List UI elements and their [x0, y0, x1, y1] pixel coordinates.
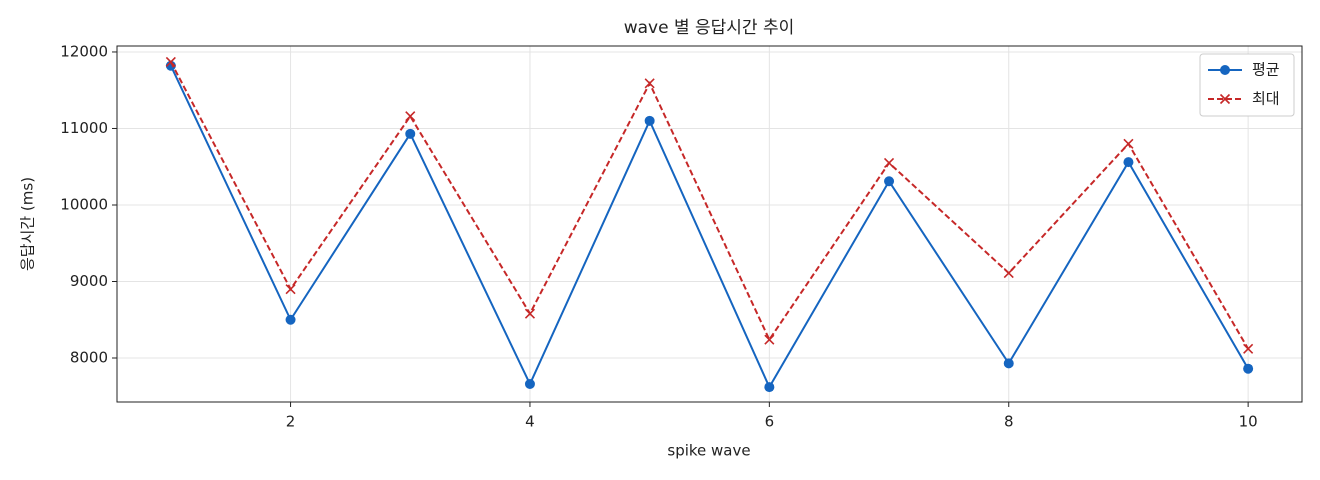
legend-label: 최대: [1252, 90, 1280, 108]
x-tick-label: 6: [765, 413, 775, 431]
marker: [644, 115, 655, 126]
marker: [1219, 93, 1231, 105]
marker: [1003, 358, 1014, 369]
marker: [405, 128, 416, 139]
marker: [644, 78, 655, 89]
marker: [884, 176, 895, 187]
marker: [883, 157, 895, 168]
x-tick-label: 8: [1004, 413, 1014, 431]
marker: [405, 111, 416, 122]
line: [169, 65, 1250, 390]
y-tick-label: 10000: [60, 195, 108, 213]
y-axis-label: 응답시간 (ms): [19, 177, 37, 271]
chart-title: wave 별 응답시간 추이: [624, 18, 795, 38]
legend-box: [1199, 53, 1295, 117]
x-axis-label: spike wave: [667, 442, 750, 460]
x-tick-label: 10: [1239, 413, 1258, 431]
x-tick-label: 2: [286, 413, 296, 431]
marker: [165, 60, 176, 71]
legend-label: 평균: [1252, 61, 1280, 79]
marker: [764, 382, 775, 393]
marker: [1003, 268, 1014, 279]
data-layer: [165, 56, 1254, 393]
x-tick-label: 4: [525, 413, 535, 431]
y-tick-label: 8000: [70, 349, 108, 367]
marker: [1123, 157, 1134, 168]
marker: [165, 56, 176, 67]
line: [169, 61, 1250, 350]
marker: [1123, 138, 1134, 149]
marker: [524, 308, 536, 319]
marker: [1243, 343, 1254, 354]
y-tick-label: 11000: [60, 119, 108, 137]
plot-frame: [116, 45, 1303, 403]
marker: [285, 314, 296, 325]
y-tick-label: 12000: [60, 42, 108, 60]
marker: [1220, 65, 1230, 75]
marker: [285, 284, 296, 295]
marker: [1243, 363, 1254, 374]
grid-layer: 8000 9000 10000 11000 12000 2 4 6 8 10: [60, 42, 1302, 431]
marker: [524, 379, 535, 390]
marker: [764, 334, 775, 345]
y-tick-label: 9000: [70, 272, 108, 290]
